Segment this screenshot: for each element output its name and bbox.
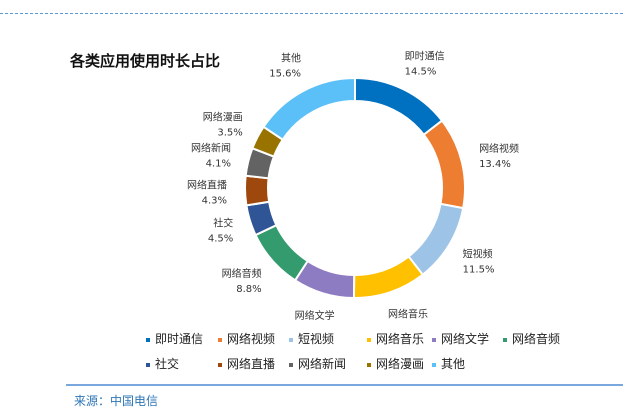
slice-label-9: 网络漫画 xyxy=(203,110,243,123)
slice-label-2: 短视频 xyxy=(463,248,493,261)
source-divider xyxy=(66,384,623,386)
donut-chart: 即时通信14.5%网络视频13.4%短视频11.5%网络音乐10.7%网络文学9… xyxy=(187,50,519,320)
legend-swatch xyxy=(503,337,507,342)
legend-item-9: 网络漫画 xyxy=(367,355,424,372)
slice-value-8: 4.1% xyxy=(206,159,231,170)
legend-swatch xyxy=(218,362,222,367)
slice-label-4: 网络文学 xyxy=(295,309,335,320)
legend-swatch xyxy=(146,362,150,367)
legend-label: 网络新闻 xyxy=(298,357,347,371)
slice-value-6: 4.5% xyxy=(208,233,233,244)
slice-label-8: 网络新闻 xyxy=(191,142,231,155)
legend-label: 网络视频 xyxy=(227,332,276,346)
legend-swatch xyxy=(218,337,222,342)
slice-label-1: 网络视频 xyxy=(479,142,519,155)
slice-label-6: 社交 xyxy=(213,216,233,229)
slice-5 xyxy=(254,223,310,282)
slice-2 xyxy=(407,202,465,277)
slice-0 xyxy=(354,76,444,137)
legend-item-6: 社交 xyxy=(146,355,179,372)
legend-label: 其他 xyxy=(441,357,466,371)
legend-label: 网络漫画 xyxy=(376,357,425,371)
slice-value-1: 13.4% xyxy=(479,159,511,170)
slice-7 xyxy=(244,174,271,207)
legend-label: 网络音频 xyxy=(512,332,561,346)
slice-value-9: 3.5% xyxy=(217,127,242,138)
slice-label-0: 即时通信 xyxy=(405,50,445,62)
legend-label: 网络文学 xyxy=(441,332,490,346)
legend-item-4: 网络文学 xyxy=(432,330,489,347)
source-text: 来源：中国电信 xyxy=(74,394,159,408)
legend-label: 网络直播 xyxy=(227,357,276,371)
legend-label: 网络音乐 xyxy=(376,332,425,346)
legend-item-8: 网络新闻 xyxy=(289,355,346,372)
legend-item-3: 网络音乐 xyxy=(367,330,424,347)
legend-swatch xyxy=(367,337,371,342)
slice-label-7: 网络直播 xyxy=(187,178,227,191)
legend-swatch xyxy=(432,337,436,342)
legend-swatch xyxy=(367,362,371,367)
slice-value-5: 8.8% xyxy=(236,284,261,295)
slice-10 xyxy=(262,76,356,142)
slice-label-10: 其他 xyxy=(281,52,301,65)
slice-value-10: 15.6% xyxy=(269,69,301,80)
slice-value-0: 14.5% xyxy=(405,66,437,77)
slice-label-5: 网络音频 xyxy=(222,267,262,280)
legend-swatch xyxy=(432,362,436,367)
legend-item-1: 网络视频 xyxy=(218,330,275,347)
legend-item-5: 网络音频 xyxy=(503,330,560,347)
chart-title: 各类应用使用时长占比 xyxy=(70,52,221,70)
legend-swatch xyxy=(289,337,293,342)
legend-swatch xyxy=(146,337,150,342)
slice-value-2: 11.5% xyxy=(463,265,495,276)
legend-label: 社交 xyxy=(155,357,180,371)
slice-value-7: 4.3% xyxy=(202,195,227,206)
legend-label: 短视频 xyxy=(298,332,335,346)
slice-1 xyxy=(422,119,466,210)
slice-label-3: 网络音乐 xyxy=(388,308,428,320)
legend-item-7: 网络直播 xyxy=(218,355,275,372)
legend-item-2: 短视频 xyxy=(289,330,334,347)
slice-3 xyxy=(352,255,425,299)
legend-item-0: 即时通信 xyxy=(146,330,203,347)
legend-item-10: 其他 xyxy=(432,355,465,372)
legend-label: 即时通信 xyxy=(155,332,204,346)
legend-swatch xyxy=(289,362,293,367)
top-dashed-divider xyxy=(0,13,623,14)
